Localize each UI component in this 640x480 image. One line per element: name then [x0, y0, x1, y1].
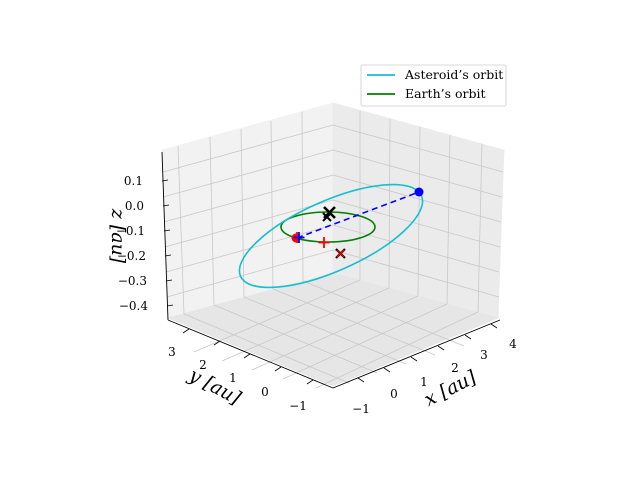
legend-frame: [360, 64, 507, 107]
blue-circle-marker: [414, 187, 424, 197]
z-tick-labels: 0.1 0.0 −0.1 −0.2 −0.3 −0.4: [116, 174, 149, 313]
dashed-connector: [296, 191, 420, 239]
y-axis-line: [167, 319, 334, 389]
y-tick-label: 1: [229, 371, 237, 385]
z-tick-label: −0.1: [116, 224, 145, 238]
y-tick-labels: 3 2 1 0 −1: [168, 345, 307, 413]
x-tick-label: −1: [352, 402, 370, 416]
y-tick-label: 2: [199, 358, 207, 372]
z-tick-label: 0.1: [124, 174, 143, 188]
x-tick-label: 1: [420, 375, 428, 389]
x-tick-label: 2: [451, 361, 459, 375]
x-axis-line: [332, 319, 501, 389]
axis-edges: [161, 151, 501, 389]
tick-marks: [161, 179, 498, 385]
x-tick-label: 4: [509, 337, 517, 351]
blue-plus-marker: [293, 232, 305, 243]
z-tick-label: −0.2: [117, 249, 146, 263]
floor-pane: [166, 272, 500, 387]
legend: Asteroid’s orbit Earth’s orbit: [360, 64, 507, 107]
z-tick-label: 0.0: [125, 199, 144, 213]
grid-lines: [162, 111, 504, 389]
x-tick-labels: −1 0 1 2 3 4: [352, 337, 517, 416]
z-tick-label: −0.4: [119, 299, 149, 313]
legend-label-earth: Earth’s orbit: [405, 86, 486, 101]
z-tick-label: −0.3: [118, 274, 147, 288]
y-tick-label: 3: [168, 345, 176, 359]
pane-walls: [161, 102, 505, 387]
x-tick-label: 0: [390, 387, 398, 401]
y-tick-label: −1: [289, 399, 307, 413]
legend-label-asteroid: Asteroid’s orbit: [404, 67, 503, 82]
y-tick-label: 0: [261, 385, 269, 399]
markers: [291, 187, 424, 259]
red-x-marker: [336, 249, 345, 258]
x-tick-label: 3: [480, 348, 488, 362]
z-axis-line: [161, 151, 169, 321]
black-x-marker-small: [322, 212, 332, 222]
red-plus-marker-center: [318, 237, 330, 248]
z-axis-label: z [au]: [107, 208, 129, 264]
